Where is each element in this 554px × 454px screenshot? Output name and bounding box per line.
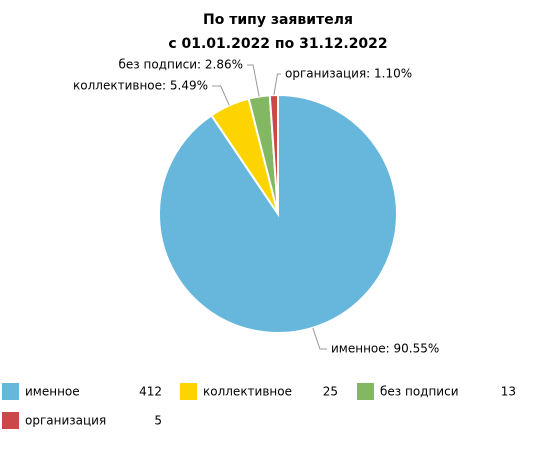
legend-count: 25 — [323, 385, 338, 399]
chart-subtitle: с 01.01.2022 по 31.12.2022 — [168, 36, 387, 52]
leader-line — [273, 73, 281, 96]
legend-count: 412 — [139, 385, 162, 399]
data-label: именное: 90.55% — [331, 342, 439, 356]
legend-label: именное — [25, 385, 80, 399]
legend-count: 5 — [154, 414, 162, 428]
leader-line — [312, 327, 327, 350]
legend-swatch — [2, 412, 19, 429]
data-label: организация: 1.10% — [285, 67, 412, 81]
legend-swatch — [357, 383, 374, 400]
data-label: коллективное: 5.49% — [73, 79, 208, 93]
data-label: без подписи: 2.86% — [119, 58, 243, 72]
chart-title: По типу заявителя — [203, 12, 353, 28]
pie-slice — [158, 93, 398, 334]
legend-label: без подписи — [380, 385, 459, 399]
leader-line — [212, 85, 230, 106]
legend-label: организация — [25, 414, 106, 428]
legend-count: 13 — [501, 385, 516, 399]
leader-line — [247, 64, 260, 97]
legend-swatch — [180, 383, 197, 400]
legend-swatch — [2, 383, 19, 400]
legend-label: коллективное — [203, 385, 292, 399]
